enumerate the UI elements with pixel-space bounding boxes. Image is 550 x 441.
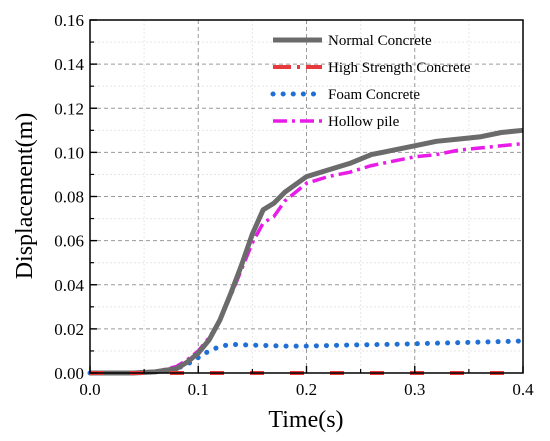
y-tick-label: 0.02	[54, 320, 84, 339]
axis-ticks	[89, 19, 524, 374]
y-tick-label: 0.16	[54, 11, 84, 30]
y-tick-labels: 0.00 0.02 0.04 0.06 0.08 0.10 0.12 0.14 0.16	[54, 11, 84, 383]
x-tick-labels: 0.0 0.1 0.2 0.3 0.4	[79, 380, 534, 399]
legend-label-high-strength-concrete: High Strength Concrete	[328, 60, 471, 76]
y-tick-label: 0.10	[54, 143, 84, 162]
x-axis-title: Time(s)	[268, 407, 343, 433]
series-line-normal-concrete	[90, 127, 524, 376]
y-tick-label: 0.04	[54, 276, 84, 295]
x-tick-label: 0.4	[512, 380, 534, 399]
x-tick-label: 0.2	[296, 380, 317, 399]
x-tick-label: 0.3	[404, 380, 425, 399]
major-grid	[90, 20, 523, 373]
legend-label-normal-concrete: Normal Concrete	[328, 33, 432, 49]
series-line-hollow-pile	[90, 141, 524, 375]
y-tick-label: 0.12	[54, 99, 84, 118]
y-tick-label: 0.00	[54, 364, 84, 383]
y-tick-label: 0.14	[54, 55, 84, 74]
x-tick-label: 0.0	[79, 380, 100, 399]
y-tick-label: 0.06	[54, 232, 84, 251]
y-tick-label: 0.08	[54, 188, 84, 207]
legend-label-hollow-pile: Hollow pile	[328, 114, 400, 130]
x-tick-label: 0.1	[188, 380, 209, 399]
y-axis-title: Displacement(m)	[12, 113, 38, 280]
legend-label-foam-concrete: Foam Concrete	[328, 87, 420, 103]
legend: Normal Concrete High Strength Concrete Foa…	[270, 33, 471, 130]
